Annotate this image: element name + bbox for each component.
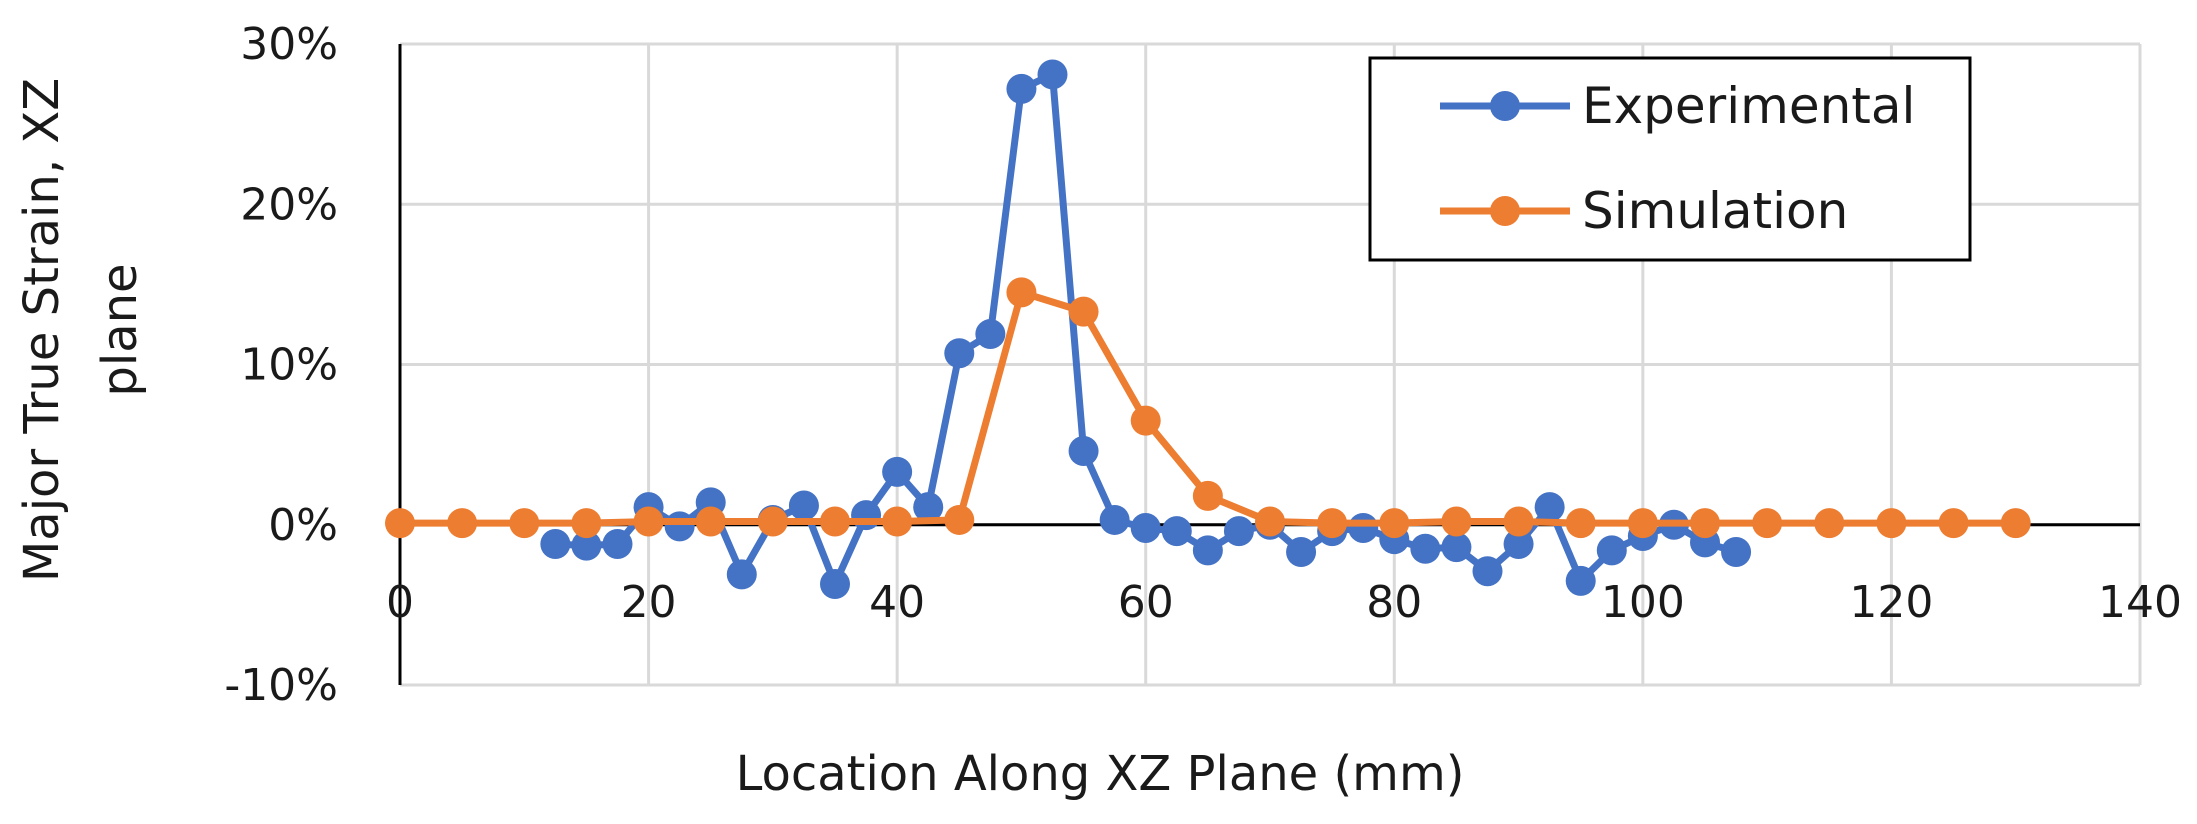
data-point-simulation [1317, 508, 1348, 539]
y-tick-label: 30% [240, 19, 338, 70]
data-point-simulation [633, 506, 664, 537]
data-point-simulation [1752, 508, 1783, 539]
data-point-experimental [1006, 73, 1037, 104]
legend-label: Simulation [1582, 182, 1848, 240]
data-point-experimental [1565, 565, 1596, 596]
data-point-experimental [851, 500, 882, 531]
data-point-simulation [1130, 405, 1161, 436]
x-tick-label: 40 [869, 577, 925, 628]
data-point-experimental [1534, 492, 1565, 523]
data-point-simulation [1068, 296, 1099, 327]
data-point-simulation [509, 508, 540, 539]
data-point-experimental [1037, 59, 1068, 90]
data-point-simulation [1006, 277, 1037, 308]
data-point-simulation [1192, 480, 1223, 511]
data-point-experimental [882, 456, 913, 487]
legend-swatch-marker [1490, 196, 1520, 226]
data-point-experimental [1472, 556, 1503, 587]
x-tick-label: 120 [1849, 577, 1933, 628]
data-point-simulation [695, 506, 726, 537]
data-point-simulation [1379, 508, 1410, 539]
data-point-experimental [1596, 535, 1627, 566]
data-point-experimental [975, 319, 1006, 350]
y-tick-label: 0% [268, 500, 338, 551]
data-point-experimental [1130, 512, 1161, 543]
data-point-experimental [1161, 516, 1192, 547]
legend-swatch-marker [1490, 91, 1520, 121]
data-point-experimental [1441, 532, 1472, 563]
data-point-simulation [447, 508, 478, 539]
data-point-simulation [2000, 508, 2031, 539]
data-point-experimental [602, 528, 633, 559]
data-point-experimental [1192, 535, 1223, 566]
data-point-simulation [1255, 506, 1285, 537]
x-tick-label: 60 [1118, 577, 1174, 628]
data-point-simulation [571, 508, 602, 539]
data-point-experimental [913, 492, 944, 523]
y-tick-label: -10% [224, 660, 338, 711]
legend: Experimental Simulation [1368, 56, 1972, 262]
data-point-experimental [1503, 528, 1534, 559]
data-point-experimental [540, 528, 571, 559]
data-point-experimental [1068, 436, 1099, 467]
x-tick-label: 100 [1601, 577, 1685, 628]
data-point-simulation [1876, 508, 1907, 539]
data-point-experimental [944, 338, 975, 369]
data-point-experimental [1348, 512, 1379, 543]
x-tick-label: 0 [386, 577, 414, 628]
data-point-experimental [1410, 533, 1441, 564]
data-point-experimental [1099, 504, 1130, 535]
data-point-simulation [820, 506, 850, 537]
data-point-simulation [1814, 508, 1845, 539]
data-point-simulation [1441, 506, 1472, 537]
x-tick-label: 20 [621, 577, 677, 628]
data-point-experimental [1721, 536, 1752, 567]
data-point-simulation [385, 508, 415, 539]
data-point-simulation [944, 504, 975, 535]
y-tick-label: 20% [240, 179, 338, 230]
data-point-experimental [1286, 536, 1317, 567]
data-point-experimental [820, 569, 850, 600]
data-series [385, 59, 2031, 600]
data-point-experimental [1223, 516, 1254, 547]
data-point-experimental [788, 490, 819, 521]
data-point-simulation [757, 506, 788, 537]
axis-titles: Location Along XZ Plane (mm) Major True … [14, 78, 1464, 802]
data-point-experimental [571, 530, 602, 561]
data-point-experimental [726, 559, 757, 590]
data-point-simulation [1690, 508, 1720, 539]
legend-label: Experimental [1582, 77, 1915, 135]
y-tick-label: 10% [240, 340, 338, 391]
x-axis-title: Location Along XZ Plane (mm) [736, 746, 1465, 802]
series-simulation [385, 277, 2031, 539]
y-axis-title-line-2: plane [92, 263, 148, 396]
data-point-simulation [1938, 508, 1969, 539]
y-axis-title-line-1: Major True Strain, XZ [14, 78, 70, 582]
data-point-simulation [1503, 506, 1534, 537]
legend-box [1368, 56, 1972, 262]
data-point-simulation [882, 506, 913, 537]
x-tick-label: 80 [1366, 577, 1422, 628]
data-point-simulation [1565, 508, 1596, 539]
data-point-simulation [1627, 508, 1658, 539]
x-tick-label: 140 [2098, 577, 2182, 628]
data-point-experimental [664, 511, 695, 542]
